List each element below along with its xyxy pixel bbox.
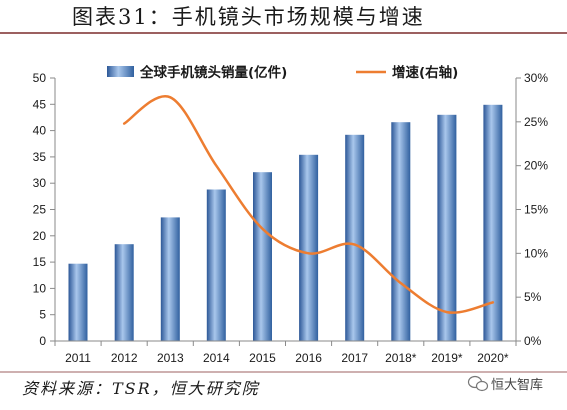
y-left-tick-label: 50	[33, 71, 47, 85]
growth-point	[353, 243, 357, 247]
plot-area: 0 5 10 15 20 25 30 35 40 45 50 0% 5% 10% 15% 20% 25% 30% 2…	[33, 71, 549, 365]
growth-point	[214, 164, 218, 168]
bar	[114, 244, 134, 341]
bar	[299, 154, 319, 341]
y-right-tick-label: 25%	[524, 115, 548, 129]
x-tick-label: 2012	[111, 351, 138, 365]
wechat-icon	[467, 375, 489, 392]
growth-line	[122, 95, 495, 314]
y-left-tick-label: 40	[33, 124, 47, 138]
y-left-tick-label: 20	[33, 229, 47, 243]
bar	[68, 263, 88, 341]
growth-point	[491, 300, 495, 304]
legend-label-sales: 全球手机镜头销量(亿件)	[139, 64, 287, 81]
growth-point	[168, 95, 172, 99]
x-tick-label: 2020*	[477, 351, 509, 365]
y-left-tick-label: 30	[33, 176, 47, 190]
x-tick-label: 2015	[249, 351, 276, 365]
legend-bar-swatch	[107, 66, 134, 77]
legend-label-growth: 增速(右轴)	[392, 64, 458, 81]
bar	[483, 104, 503, 341]
y-right-tick-label: 30%	[524, 71, 548, 85]
bar	[160, 217, 180, 341]
x-tick-label: 2014	[203, 351, 230, 365]
x-tick-label: 2011	[65, 351, 91, 365]
source-note: 资料来源：TSR，恒大研究院	[22, 379, 261, 398]
x-tick-label: 2013	[157, 351, 184, 365]
y-left-tick-label: 15	[33, 255, 47, 269]
y-right-tick-label: 5%	[524, 290, 542, 304]
y-left-tick-label: 10	[33, 281, 47, 295]
growth-point	[399, 281, 403, 285]
legend: 全球手机镜头销量(亿件) 增速(右轴)	[107, 64, 458, 81]
growth-point	[122, 122, 126, 126]
bar	[391, 122, 411, 341]
watermark-text: 恒大智库	[491, 377, 543, 393]
chart-title: 图表31：手机镜头市场规模与增速	[72, 5, 425, 29]
y-left-tick-label: 5	[39, 308, 46, 322]
y-right-tick-label: 10%	[524, 246, 548, 260]
x-tick-label: 2016	[295, 351, 322, 365]
bar	[437, 114, 457, 341]
growth-point	[445, 310, 449, 314]
y-left-tick-label: 25	[33, 203, 47, 217]
growth-point	[307, 251, 311, 255]
x-tick-label: 2017	[341, 351, 368, 365]
y-right-tick-label: 15%	[524, 203, 548, 217]
bar	[345, 134, 365, 341]
y-right-tick-label: 20%	[524, 159, 548, 173]
y-right-tick-label: 0%	[524, 334, 542, 348]
bar	[253, 172, 272, 341]
bar	[206, 189, 226, 341]
x-tick-label: 2018*	[385, 351, 417, 365]
growth-point	[261, 227, 265, 231]
x-tick-label: 2019*	[431, 351, 463, 365]
y-left-tick-label: 35	[33, 150, 47, 164]
watermark: 恒大智库	[467, 375, 543, 393]
y-left-tick-label: 45	[33, 97, 47, 111]
y-left-tick-label: 0	[39, 334, 46, 348]
